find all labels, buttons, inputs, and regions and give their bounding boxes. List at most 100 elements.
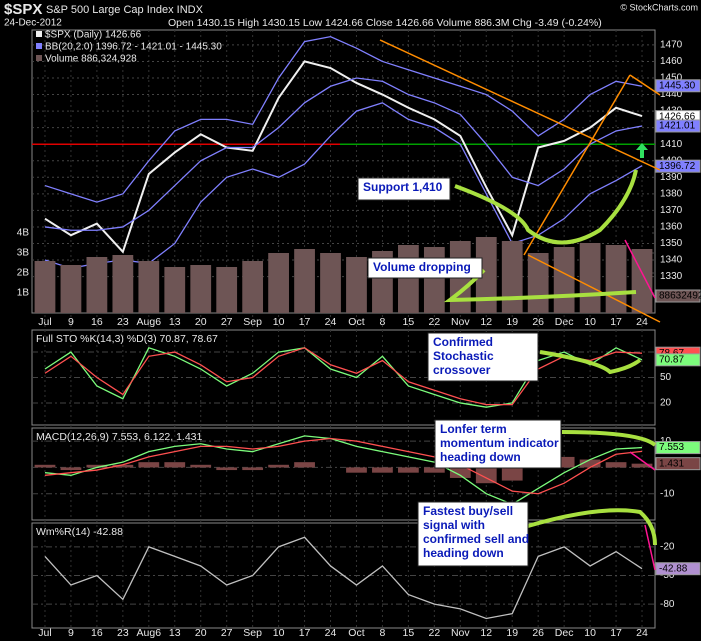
bar: [242, 261, 264, 313]
annotation-box: [367, 257, 483, 279]
bar: [86, 257, 108, 313]
bar: [398, 245, 419, 313]
value-tag: [655, 562, 701, 576]
annotation-box: [434, 419, 562, 469]
series-line: [44, 437, 643, 495]
y-tick-label: -80: [660, 599, 675, 610]
x-tick-label: Jul: [38, 627, 51, 639]
annotation-box: [417, 501, 529, 567]
value-tag-label: 886324928: [659, 291, 701, 302]
x-tick-label: 17: [299, 627, 311, 639]
bar: [553, 247, 575, 313]
credit: © StockCharts.com: [620, 2, 698, 12]
bar: [631, 463, 653, 468]
annotation-text: Support 1,410: [363, 180, 443, 194]
series-line: [44, 35, 643, 203]
y-tick-label: 1330: [660, 271, 683, 282]
annotation-text: heading down: [423, 546, 504, 560]
bar: [346, 257, 367, 313]
bar: [320, 253, 341, 313]
value-tag-label: 70.87: [659, 354, 684, 365]
bar: [242, 467, 264, 471]
series-line: [44, 347, 643, 408]
annotation-text: Fastest buy/sell: [423, 504, 513, 518]
y-tick-label: 1340: [660, 255, 683, 266]
x-tick-label: Oct: [348, 627, 364, 639]
quote: Open 1430.15 High 1430.15 Low 1424.66 Cl…: [168, 17, 602, 29]
bar: [216, 467, 238, 471]
x-tick-label: 24: [636, 627, 648, 639]
bar: [372, 467, 393, 473]
symbol-name: S&P 500 Large Cap Index INDX: [46, 4, 204, 16]
bar: [423, 247, 445, 313]
x-tick-label: 10: [273, 627, 285, 639]
panel-title: Full STO %K(14,3) %D(3) 70.87, 78.67: [36, 333, 218, 345]
y-tick-label: -10: [660, 488, 675, 499]
x-tick-label: 27: [221, 627, 233, 639]
bar: [34, 464, 56, 468]
y-tick-label: -20: [660, 542, 675, 553]
y-tick-label: 20: [660, 398, 672, 409]
y-tick-label: -50: [660, 570, 675, 581]
annotation-text: Volume dropping: [373, 260, 471, 274]
value-tag-label: -42.88: [659, 563, 688, 574]
symbol: $SPX: [4, 1, 42, 18]
bar: [294, 462, 315, 468]
series-line: [44, 60, 643, 254]
bar: [34, 261, 56, 313]
x-tick-label: 13: [169, 627, 181, 639]
annotation-text: confirmed sell and: [423, 532, 529, 546]
bar: [501, 467, 523, 481]
x-tick-label: 10: [584, 627, 596, 639]
y-tick-label: 50: [660, 372, 672, 383]
bar: [190, 265, 212, 313]
bar: [553, 456, 575, 468]
annotations-layer: Support 1,410 Volume dropping ConfirmedSto…: [357, 39, 661, 571]
series-line: [44, 536, 643, 620]
legend-label: $SPX (Daily) 1426.66: [45, 30, 142, 41]
bar: [475, 467, 497, 484]
y-tick-label: 1460: [660, 56, 683, 67]
y-tick-label: 3B: [17, 248, 30, 259]
value-tag-label: 1396.72: [659, 161, 696, 172]
bar: [138, 462, 160, 468]
y-tick-label: 4B: [17, 228, 30, 239]
value-tag-label: 7.553: [659, 442, 684, 453]
annotation-text: Confirmed: [433, 335, 493, 349]
x-tick-label: Dec: [555, 627, 574, 639]
bar: [423, 467, 445, 473]
bar: [346, 467, 367, 473]
callout-curve: [539, 350, 642, 375]
legend-label: Volume 886,324,928: [45, 54, 137, 65]
bar: [631, 249, 653, 313]
callout-curve: [527, 508, 657, 546]
bar: [605, 462, 627, 468]
bar: [527, 253, 549, 313]
bar: [216, 267, 238, 313]
trend-line: [629, 74, 661, 96]
annotation-text: Stochastic: [433, 349, 494, 363]
annotation-text: momentum indicator: [440, 436, 559, 450]
annotation-text: crossover: [433, 363, 491, 377]
value-tag: [655, 159, 701, 173]
value-tag: [655, 457, 701, 471]
y-tick-label: 1380: [660, 188, 683, 199]
legend-swatch: [36, 55, 42, 61]
bar: [605, 245, 627, 313]
bar: [112, 255, 134, 313]
value-tag: [655, 79, 701, 93]
value-tag: [655, 289, 701, 303]
bar: [579, 243, 601, 313]
callout-curve: [454, 169, 638, 245]
value-tag-label: 1445.30: [659, 80, 696, 91]
bar: [86, 464, 108, 468]
annotation-box: [357, 177, 451, 201]
series-line: [44, 347, 643, 406]
y-tick-label: 1350: [660, 238, 683, 249]
panel-title: Wm%R(14) -42.88: [36, 526, 123, 538]
panel-frame: [31, 29, 656, 314]
legend-swatch: [36, 31, 42, 37]
value-tag-label: 1421.01: [659, 121, 696, 132]
up-arrow: [636, 143, 648, 158]
series-line: [44, 77, 643, 231]
